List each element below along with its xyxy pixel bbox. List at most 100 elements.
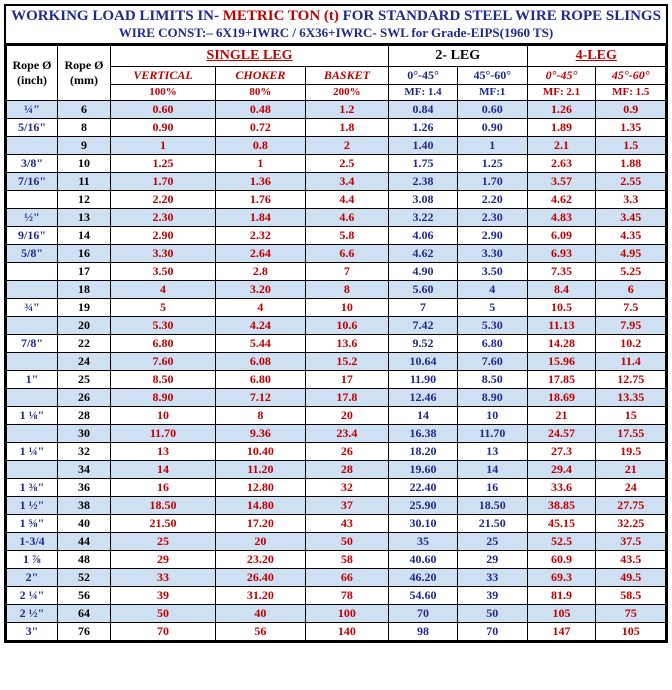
hdr-pct-200: 200% — [305, 84, 388, 101]
cell-4leg-45-60: 7.95 — [596, 317, 666, 335]
cell-rope-mm: 14 — [58, 227, 111, 245]
subtitle: WIRE CONST:– 6X19+IWRC / 6X36+IWRC- SWL … — [6, 25, 666, 45]
cell-rope-inch: 3" — [7, 623, 58, 641]
table-row: 2"523326.406646.203369.349.5 — [7, 569, 666, 587]
cell-rope-inch: 1 ⅛" — [7, 407, 58, 425]
cell-choker: 56 — [216, 623, 306, 641]
cell-choker: 23.20 — [216, 551, 306, 569]
table-row: 7/8"226.805.4413.69.526.8014.2810.2 — [7, 335, 666, 353]
cell-vertical: 4 — [111, 281, 216, 299]
cell-rope-inch: 5/8" — [7, 245, 58, 263]
cell-2leg-45-60: 5.30 — [458, 317, 528, 335]
cell-4leg-45-60: 3.3 — [596, 191, 666, 209]
cell-4leg-0-45: 11.13 — [527, 317, 596, 335]
cell-basket: 4.6 — [305, 209, 388, 227]
cell-vertical: 39 — [111, 587, 216, 605]
cell-4leg-0-45: 6.09 — [527, 227, 596, 245]
cell-4leg-45-60: 10.2 — [596, 335, 666, 353]
table-row: 3/8"101.2512.51.751.252.631.88 — [7, 155, 666, 173]
cell-choker: 1.76 — [216, 191, 306, 209]
hdr-4leg-45-60: 45°-60° — [596, 66, 666, 84]
cell-vertical: 6.80 — [111, 335, 216, 353]
cell-basket: 15.2 — [305, 353, 388, 371]
cell-vertical: 2.90 — [111, 227, 216, 245]
cell-choker: 6.80 — [216, 371, 306, 389]
cell-2leg-0-45: 54.60 — [389, 587, 458, 605]
cell-2leg-45-60: 3.30 — [458, 245, 528, 263]
cell-2leg-0-45: 25.90 — [389, 497, 458, 515]
cell-2leg-0-45: 22.40 — [389, 479, 458, 497]
cell-basket: 1.2 — [305, 101, 388, 119]
cell-4leg-45-60: 105 — [596, 623, 666, 641]
cell-4leg-45-60: 43.5 — [596, 551, 666, 569]
hdr-2leg-0-45: 0°-45° — [389, 66, 458, 84]
cell-4leg-0-45: 3.57 — [527, 173, 596, 191]
cell-4leg-45-60: 37.5 — [596, 533, 666, 551]
cell-rope-mm: 22 — [58, 335, 111, 353]
cell-4leg-45-60: 1.5 — [596, 137, 666, 155]
cell-choker: 9.36 — [216, 425, 306, 443]
cell-4leg-0-45: 45.15 — [527, 515, 596, 533]
cell-4leg-0-45: 69.3 — [527, 569, 596, 587]
cell-rope-inch — [7, 317, 58, 335]
cell-2leg-45-60: 16 — [458, 479, 528, 497]
cell-choker: 0.48 — [216, 101, 306, 119]
cell-2leg-0-45: 14 — [389, 407, 458, 425]
cell-4leg-45-60: 24 — [596, 479, 666, 497]
cell-4leg-45-60: 2.55 — [596, 173, 666, 191]
cell-vertical: 3.30 — [111, 245, 216, 263]
cell-2leg-0-45: 35 — [389, 533, 458, 551]
cell-rope-mm: 56 — [58, 587, 111, 605]
cell-vertical: 14 — [111, 461, 216, 479]
cell-choker: 7.12 — [216, 389, 306, 407]
cell-4leg-45-60: 21 — [596, 461, 666, 479]
cell-basket: 50 — [305, 533, 388, 551]
hdr-4-leg: 4-LEG — [527, 46, 666, 67]
cell-choker: 6.08 — [216, 353, 306, 371]
cell-vertical: 50 — [111, 605, 216, 623]
cell-2leg-0-45: 1.75 — [389, 155, 458, 173]
cell-2leg-0-45: 18.20 — [389, 443, 458, 461]
cell-rope-inch: 7/8" — [7, 335, 58, 353]
cell-2leg-0-45: 3.08 — [389, 191, 458, 209]
table-row: 2 ½"645040100705010575 — [7, 605, 666, 623]
cell-4leg-45-60: 49.5 — [596, 569, 666, 587]
cell-basket: 4.4 — [305, 191, 388, 209]
cell-4leg-45-60: 7.5 — [596, 299, 666, 317]
cell-4leg-0-45: 18.69 — [527, 389, 596, 407]
hdr-4leg-0-45: 0°-45° — [527, 66, 596, 84]
table-row: 3"7670561409870147105 — [7, 623, 666, 641]
hdr-pct-80: 80% — [216, 84, 306, 101]
cell-2leg-45-60: 18.50 — [458, 497, 528, 515]
hdr-single-leg: SINGLE LEG — [111, 46, 389, 67]
table-row: 1 ¼"321310.402618.201327.319.5 — [7, 443, 666, 461]
cell-4leg-0-45: 38.85 — [527, 497, 596, 515]
cell-4leg-45-60: 17.55 — [596, 425, 666, 443]
cell-basket: 78 — [305, 587, 388, 605]
cell-choker: 1.84 — [216, 209, 306, 227]
cell-choker: 4 — [216, 299, 306, 317]
cell-vertical: 29 — [111, 551, 216, 569]
cell-basket: 66 — [305, 569, 388, 587]
cell-rope-inch — [7, 389, 58, 407]
cell-rope-inch: 2 ½" — [7, 605, 58, 623]
cell-rope-mm: 19 — [58, 299, 111, 317]
cell-choker: 11.20 — [216, 461, 306, 479]
cell-4leg-45-60: 32.25 — [596, 515, 666, 533]
cell-2leg-45-60: 6.80 — [458, 335, 528, 353]
cell-4leg-0-45: 4.62 — [527, 191, 596, 209]
cell-4leg-0-45: 2.1 — [527, 137, 596, 155]
table-row: 1 ⅝"4021.5017.204330.1021.5045.1532.25 — [7, 515, 666, 533]
cell-vertical: 16 — [111, 479, 216, 497]
cell-rope-mm: 52 — [58, 569, 111, 587]
col-rope-inch: Rope Ø (inch) — [7, 46, 58, 101]
cell-rope-mm: 38 — [58, 497, 111, 515]
table-row: 1 ½"3818.5014.803725.9018.5038.8527.75 — [7, 497, 666, 515]
cell-4leg-45-60: 6 — [596, 281, 666, 299]
cell-rope-inch — [7, 191, 58, 209]
table-row: 1 ⅜"361612.803222.401633.624 — [7, 479, 666, 497]
hdr-pct-100: 100% — [111, 84, 216, 101]
cell-vertical: 1 — [111, 137, 216, 155]
cell-vertical: 5.30 — [111, 317, 216, 335]
cell-choker: 40 — [216, 605, 306, 623]
